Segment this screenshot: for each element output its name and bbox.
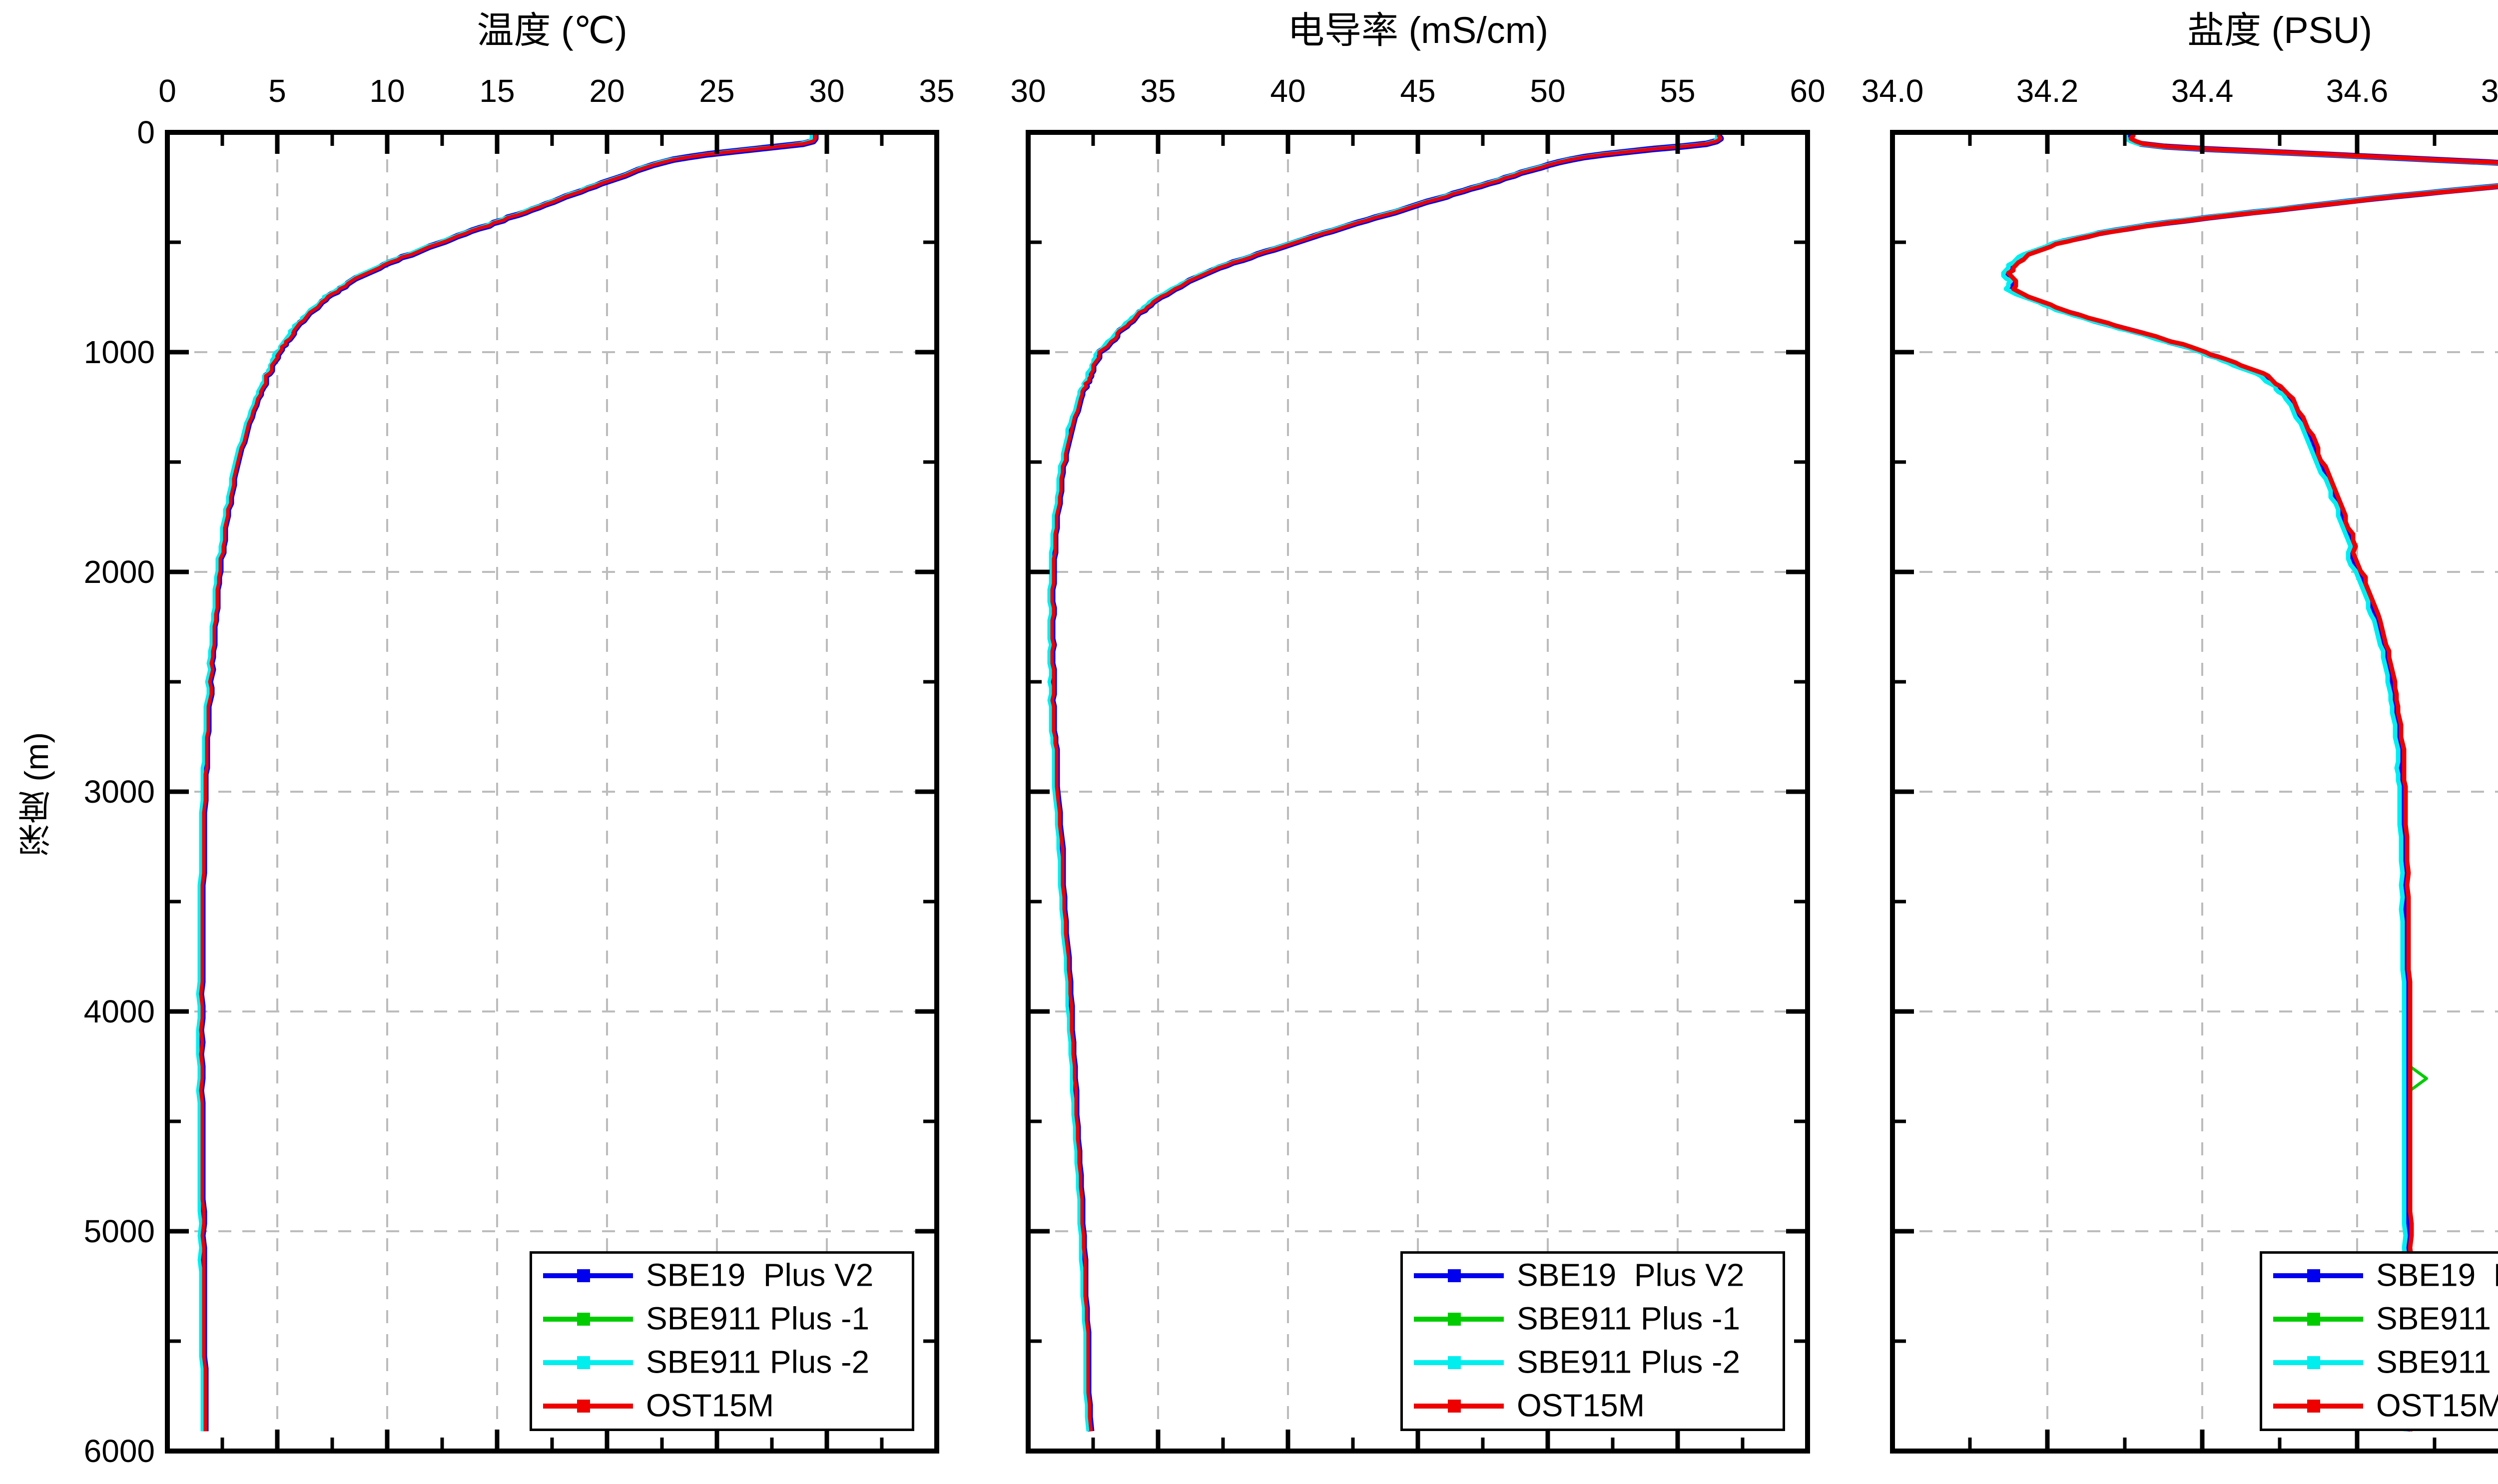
legend-square-marker-icon <box>1448 1356 1461 1369</box>
panel-1-xtick-45: 45 <box>1400 73 1436 109</box>
panel-2-xtick-34.8: 34.8 <box>2481 73 2498 109</box>
legend-square-marker-icon <box>2307 1399 2320 1413</box>
depth-tick-5000: 5000 <box>83 1213 155 1249</box>
legend-entry-sbe19-plus-v2: SBE19 Plus V2 <box>1403 1254 1783 1297</box>
legend-entry-sbe19-plus-v2: SBE19 Plus V2 <box>2262 1254 2498 1297</box>
legend-square-marker-icon <box>2307 1269 2320 1282</box>
panel-0-curves <box>196 134 819 1432</box>
panel-temperature-title: 温度 (℃) <box>477 9 627 51</box>
legend-square-marker-icon <box>2307 1356 2320 1369</box>
panel-0-xtick-15: 15 <box>479 73 515 109</box>
legend-entry-sbe911-plus--1: SBE911 Plus -1 <box>2262 1297 2498 1341</box>
panel-2-xtick-34.6: 34.6 <box>2326 73 2389 109</box>
panel-0-xtick-5: 5 <box>268 73 286 109</box>
legend-square-marker-icon <box>577 1312 590 1326</box>
panel-1-xtick-55: 55 <box>1660 73 1696 109</box>
series-sbe19-plus-v2-line <box>2003 134 2498 1432</box>
legend-square-marker-icon <box>1448 1399 1461 1413</box>
panel-1-grid <box>1031 135 1805 1448</box>
panel-0-xtick-10: 10 <box>369 73 405 109</box>
panel-0-xtick-35: 35 <box>919 73 955 109</box>
legend-entry-sbe911-plus--2: SBE911 Plus -2 <box>532 1341 912 1384</box>
panel-salinity-title: 盐度 (PSU) <box>2187 9 2372 51</box>
panel-0-xtick-30: 30 <box>809 73 845 109</box>
depth-tick-3000: 3000 <box>83 774 155 810</box>
legend-label: OST15M <box>2376 1387 2498 1424</box>
panel-1-curves <box>1047 134 1724 1432</box>
panel-2-curves <box>2001 134 2498 1432</box>
legend-square-marker-icon <box>577 1269 590 1282</box>
legend-entry-sbe911-plus--1: SBE911 Plus -1 <box>532 1297 912 1341</box>
legend-label: SBE911 Plus -1 <box>2376 1300 2492 1337</box>
panel-0-xtick-0: 0 <box>158 73 176 109</box>
series-ost15m-line <box>1050 134 1723 1432</box>
panel-1-legend: SBE19 Plus V2 SBE911 Plus -1 SBE911 Plus -… <box>1400 1251 1785 1431</box>
panel-conductivity-title: 电导率 (mS/cm) <box>1287 9 1549 51</box>
legend-label: SBE911 Plus -1 <box>1517 1300 1741 1337</box>
panel-1-xtick-30: 30 <box>1010 73 1046 109</box>
series-sbe911-plus--1-line <box>2007 134 2498 1432</box>
series-sbe911-plus--1-line <box>1051 134 1722 1432</box>
panel-1-xtick-35: 35 <box>1140 73 1176 109</box>
legend-entry-ost15m: OST15M <box>2262 1384 2498 1428</box>
legend-label: SBE911 Plus -2 <box>1517 1344 1741 1380</box>
series-ost15m-line <box>2006 134 2498 1432</box>
legend-square-marker-icon <box>577 1356 590 1369</box>
panel-2-xtick-34.0: 34.0 <box>1861 73 1924 109</box>
legend-entry-sbe911-plus--2: SBE911 Plus -2 <box>2262 1341 2498 1384</box>
series-sbe911-plus--2-line <box>2001 134 2498 1432</box>
panel-1-xtick-60: 60 <box>1790 73 1826 109</box>
depth-tick-0: 0 <box>137 114 155 150</box>
legend-square-marker-icon <box>2307 1312 2320 1326</box>
legend-entry-ost15m: OST15M <box>1403 1384 1783 1428</box>
depth-tick-1000: 1000 <box>83 334 155 370</box>
panel-1-frame <box>1026 130 1810 1454</box>
legend-entry-sbe911-plus--2: SBE911 Plus -2 <box>1403 1341 1783 1384</box>
legend-entry-sbe19-plus-v2: SBE19 Plus V2 <box>532 1254 912 1297</box>
panel-2-legend: SBE19 Plus V2 SBE911 Plus -1 SBE911 Plus -… <box>2260 1251 2498 1431</box>
series-ost15m-line <box>199 134 817 1432</box>
legend-entry-sbe911-plus--1: SBE911 Plus -1 <box>1403 1297 1783 1341</box>
depth-tick-2000: 2000 <box>83 554 155 590</box>
legend-label: SBE19 Plus V2 <box>646 1257 874 1293</box>
panel-2-xtick-34.2: 34.2 <box>2016 73 2079 109</box>
depth-tick-6000: 6000 <box>83 1433 155 1469</box>
series-sbe911-plus--2-line <box>196 134 813 1432</box>
series-sbe19-plus-v2-line <box>1049 134 1724 1432</box>
legend-label: SBE911 Plus -1 <box>646 1300 870 1337</box>
legend-square-marker-icon <box>1448 1312 1461 1326</box>
series-sbe911-plus--2-line <box>1047 134 1719 1432</box>
legend-label: SBE911 Plus -2 <box>2376 1344 2492 1380</box>
legend-label: SBE19 Plus V2 <box>2376 1257 2498 1293</box>
panel-0-xtick-25: 25 <box>699 73 735 109</box>
legend-label: OST15M <box>1517 1387 1645 1424</box>
legend-label: OST15M <box>646 1387 774 1424</box>
legend-square-marker-icon <box>1448 1269 1461 1282</box>
panel-1-xtick-50: 50 <box>1530 73 1566 109</box>
panel-0-xtick-20: 20 <box>589 73 625 109</box>
panel-1-xtick-40: 40 <box>1270 73 1306 109</box>
depth-tick-4000: 4000 <box>83 993 155 1029</box>
panel-0-legend: SBE19 Plus V2 SBE911 Plus -1 SBE911 Plus -… <box>530 1251 914 1431</box>
panel-0-frame <box>165 130 939 1454</box>
panel-2-frame <box>1890 130 2498 1454</box>
panel-2-xtick-34.4: 34.4 <box>2171 73 2234 109</box>
legend-label: SBE19 Plus V2 <box>1517 1257 1745 1293</box>
panel-0-grid <box>170 135 934 1448</box>
legend-label: SBE911 Plus -2 <box>646 1344 870 1380</box>
legend-square-marker-icon <box>577 1399 590 1413</box>
legend-entry-ost15m: OST15M <box>532 1384 912 1428</box>
